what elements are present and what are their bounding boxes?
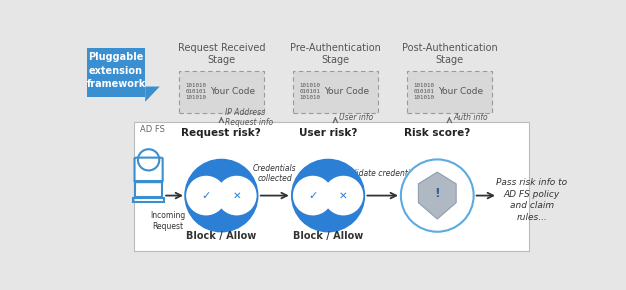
FancyBboxPatch shape [179, 70, 264, 113]
Text: AD FS: AD FS [140, 125, 165, 134]
FancyBboxPatch shape [87, 48, 145, 97]
Polygon shape [145, 86, 160, 102]
Text: Risk score?: Risk score? [404, 128, 470, 138]
Text: Your Code: Your Code [438, 87, 483, 96]
Ellipse shape [324, 177, 362, 214]
Text: Request Received
Stage: Request Received Stage [178, 43, 265, 65]
Text: User info: User info [339, 113, 373, 122]
FancyBboxPatch shape [293, 70, 378, 113]
Text: 101010
010101
101010: 101010 010101 101010 [299, 84, 321, 100]
Text: Block / Allow: Block / Allow [293, 231, 363, 241]
Polygon shape [418, 172, 456, 219]
FancyBboxPatch shape [407, 70, 492, 113]
Text: Credentials
collected: Credentials collected [253, 164, 297, 183]
Text: !: ! [434, 187, 440, 200]
FancyBboxPatch shape [134, 122, 530, 251]
Ellipse shape [218, 177, 255, 214]
Text: ✓: ✓ [202, 191, 211, 201]
Ellipse shape [187, 177, 225, 214]
Text: Your Code: Your Code [210, 87, 255, 96]
Text: Auth info: Auth info [453, 113, 488, 122]
Text: Your Code: Your Code [324, 87, 369, 96]
Text: Post-Authentication
Stage: Post-Authentication Stage [401, 43, 497, 65]
Ellipse shape [401, 160, 474, 232]
Text: User risk?: User risk? [299, 128, 357, 138]
Text: ✕: ✕ [339, 191, 348, 201]
Text: Block / Allow: Block / Allow [187, 231, 257, 241]
Text: 101010
010101
101010: 101010 010101 101010 [185, 84, 206, 100]
Text: Pre-Authentication
Stage: Pre-Authentication Stage [290, 43, 381, 65]
Text: Validate credentials: Validate credentials [345, 169, 421, 178]
Ellipse shape [185, 160, 258, 232]
Text: Request risk?: Request risk? [182, 128, 261, 138]
Text: ✓: ✓ [308, 191, 317, 201]
Text: IP Address
Request info: IP Address Request info [225, 108, 274, 127]
Text: ✕: ✕ [232, 191, 241, 201]
Text: Pluggable
extension
framework: Pluggable extension framework [86, 52, 146, 89]
Text: Pass risk info to
AD FS policy
and claim
rules...: Pass risk info to AD FS policy and claim… [496, 178, 567, 222]
Text: 101010
010101
101010: 101010 010101 101010 [413, 84, 434, 100]
Text: Incoming
Request: Incoming Request [150, 211, 186, 231]
Ellipse shape [292, 160, 364, 232]
Ellipse shape [294, 177, 332, 214]
